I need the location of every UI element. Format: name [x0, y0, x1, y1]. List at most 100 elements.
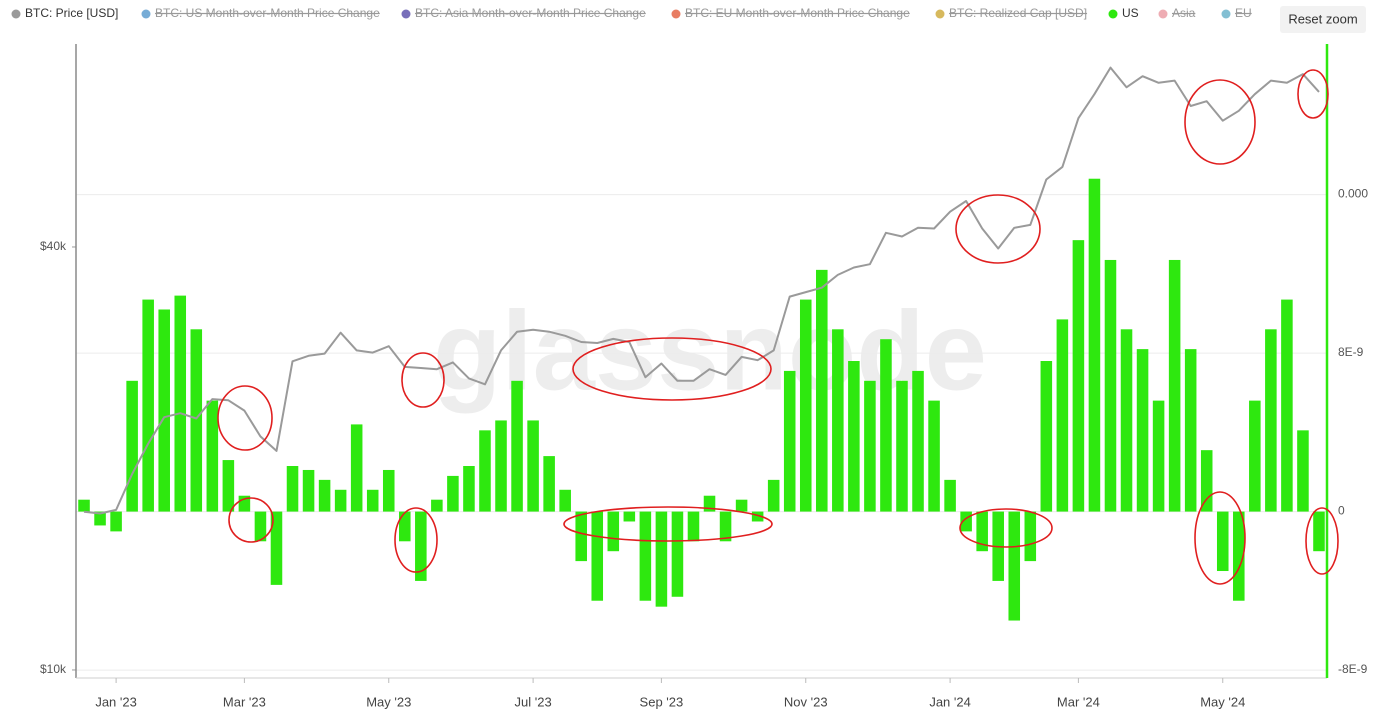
reset-zoom-button[interactable] — [1280, 6, 1366, 33]
bar — [687, 511, 700, 542]
watermark: glassnode — [433, 289, 987, 414]
price-line — [83, 66, 1320, 515]
bar — [334, 489, 347, 512]
legend-marker — [935, 9, 945, 19]
x-tick-label: Nov '23 — [784, 694, 828, 709]
bar — [848, 361, 860, 512]
bar — [495, 420, 507, 512]
bar — [960, 511, 972, 532]
bar — [142, 299, 154, 512]
bar — [559, 489, 571, 512]
bar — [254, 511, 267, 542]
bar — [735, 499, 748, 512]
bar — [1281, 299, 1293, 512]
annotation-circle — [1297, 69, 1329, 119]
bar — [655, 511, 668, 607]
bar — [238, 495, 251, 512]
bar — [382, 469, 395, 512]
bar — [1184, 349, 1197, 512]
bar — [318, 479, 331, 512]
bar — [1072, 240, 1085, 512]
bar — [1200, 450, 1213, 512]
annotation-circle — [563, 506, 773, 542]
bar — [671, 511, 684, 597]
bar — [1088, 178, 1101, 512]
bar — [527, 420, 539, 512]
bar — [1168, 259, 1181, 512]
bar — [1120, 329, 1133, 512]
annotation-circle — [394, 507, 438, 573]
annotation-circle — [401, 352, 445, 408]
bar — [719, 511, 732, 542]
bar — [623, 511, 636, 522]
legend-marker — [11, 9, 21, 19]
bar — [1313, 511, 1325, 552]
legend-label[interactable]: Asia — [1172, 6, 1196, 20]
bar — [543, 456, 555, 512]
bar — [607, 511, 620, 552]
legend-label[interactable]: US — [1122, 6, 1139, 20]
bar — [1104, 259, 1117, 512]
bar — [206, 400, 219, 512]
legend-label[interactable]: EU — [1235, 6, 1252, 20]
bar — [1249, 400, 1261, 512]
bar — [350, 424, 363, 512]
bar — [1040, 361, 1053, 512]
bar — [286, 466, 299, 512]
annotation-circles — [217, 69, 1339, 585]
bar — [896, 380, 908, 512]
bar — [78, 499, 90, 512]
bar — [270, 511, 283, 585]
bar — [110, 511, 122, 532]
bar — [431, 499, 443, 512]
bar — [767, 479, 780, 512]
annotation-circle — [955, 194, 1041, 264]
legend-marker — [141, 9, 151, 19]
bar — [575, 511, 587, 562]
bar — [479, 430, 491, 512]
bar — [1216, 511, 1229, 572]
plot-area: -8E-9 0 8E-9 0.000 $10k $40k Jan '23 Mar '23 May… — [40, 44, 1368, 709]
x-tick-label: May '24 — [1200, 694, 1245, 709]
bar — [1152, 400, 1165, 512]
bar — [751, 511, 764, 522]
bar — [591, 511, 604, 601]
bar — [1136, 349, 1149, 512]
legend-label[interactable]: BTC: Asia Month-over-Month Price Change — [415, 6, 646, 20]
legend-label[interactable]: BTC: Realized Cap [USD] — [949, 6, 1087, 20]
legend-marker — [401, 9, 411, 19]
annotation-circle — [1184, 79, 1256, 165]
bar — [639, 511, 652, 601]
bar — [190, 329, 203, 512]
bar — [302, 469, 315, 512]
y2-tick-label: 8E-9 — [1338, 345, 1364, 359]
reset-zoom-label[interactable]: Reset zoom — [1288, 11, 1357, 26]
bar — [1297, 430, 1309, 512]
bar — [1233, 511, 1245, 601]
bar — [399, 511, 411, 542]
legend-label[interactable]: BTC: US Month-over-Month Price Change — [155, 6, 380, 20]
bar — [126, 380, 138, 512]
bar — [94, 511, 106, 526]
x-tick-label: Sep '23 — [640, 694, 684, 709]
y-tick-label: $10k — [40, 662, 67, 676]
bar — [832, 329, 844, 512]
legend-label[interactable]: BTC: Price [USD] — [25, 6, 118, 20]
x-tick-label: May '23 — [366, 694, 411, 709]
bar — [447, 475, 459, 512]
x-tick-label: Jan '23 — [95, 694, 137, 709]
annotation-circle — [217, 385, 273, 451]
annotation-circle — [572, 337, 772, 401]
bar — [816, 269, 828, 512]
y2-tick-label: 0 — [1338, 504, 1345, 518]
annotation-circle — [959, 508, 1053, 548]
bar — [1024, 511, 1037, 562]
legend-marker — [1158, 9, 1168, 19]
x-tick-label: Jul '23 — [515, 694, 552, 709]
bar — [928, 400, 940, 512]
y-tick-label: $40k — [40, 239, 67, 253]
legend-label[interactable]: BTC: EU Month-over-Month Price Change — [685, 6, 910, 20]
bar — [415, 511, 427, 581]
